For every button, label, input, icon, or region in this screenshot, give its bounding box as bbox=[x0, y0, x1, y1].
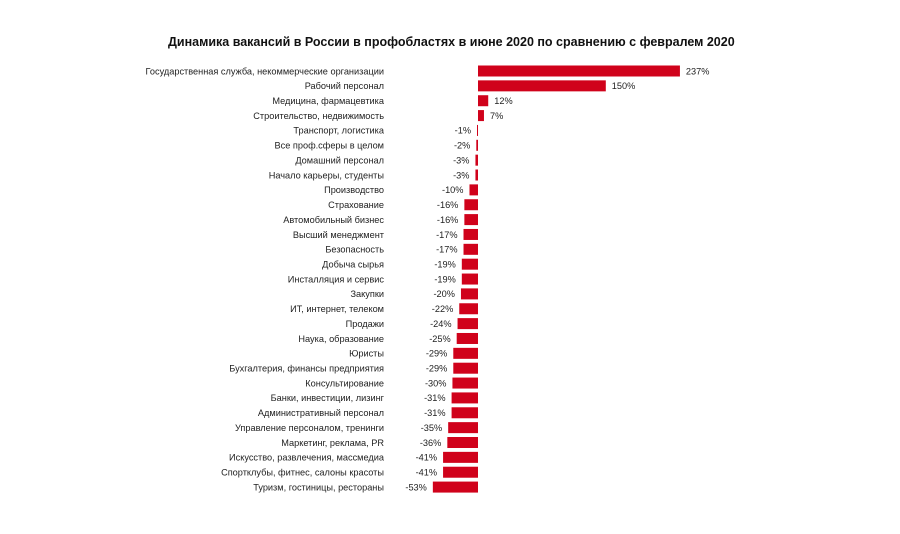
category-label: Производство bbox=[324, 185, 384, 195]
value-label: -3% bbox=[453, 155, 469, 165]
bar bbox=[432, 481, 478, 493]
value-label: -19% bbox=[434, 274, 455, 284]
value-label: -17% bbox=[436, 245, 457, 255]
bar bbox=[453, 347, 478, 359]
category-label: Консультирование bbox=[305, 378, 384, 388]
bar bbox=[463, 243, 478, 255]
value-label: 7% bbox=[490, 111, 503, 121]
bar bbox=[448, 422, 478, 434]
bar bbox=[464, 214, 478, 226]
value-label: -17% bbox=[436, 230, 457, 240]
value-label: -31% bbox=[424, 408, 445, 418]
value-label: -25% bbox=[429, 334, 450, 344]
value-label: -31% bbox=[424, 393, 445, 403]
bar bbox=[457, 318, 478, 330]
category-label: Спортклубы, фитнес, салоны красоты bbox=[221, 468, 384, 478]
category-label: Рабочий персонал bbox=[305, 81, 384, 91]
category-label: Домашний персонал bbox=[295, 155, 384, 165]
bar bbox=[476, 139, 478, 151]
bar bbox=[453, 362, 478, 374]
bar bbox=[478, 80, 606, 92]
bar bbox=[451, 407, 478, 419]
bar bbox=[478, 65, 680, 77]
value-label: -36% bbox=[420, 438, 441, 448]
bar bbox=[460, 288, 478, 300]
bar bbox=[451, 392, 478, 404]
category-label: Наука, образование bbox=[298, 334, 384, 344]
value-label: -2% bbox=[454, 141, 470, 151]
bar bbox=[469, 184, 478, 196]
category-label: Добыча сырья bbox=[322, 259, 384, 269]
category-label: Государственная служба, некоммерческие о… bbox=[146, 66, 384, 76]
category-label: Транспорт, логистика bbox=[293, 126, 384, 136]
value-label: -19% bbox=[434, 259, 455, 269]
category-label: Закупки bbox=[350, 289, 384, 299]
value-label: -41% bbox=[416, 468, 437, 478]
bar bbox=[443, 451, 478, 463]
bar bbox=[452, 377, 478, 389]
category-label: Медицина, фармацевтика bbox=[272, 96, 385, 106]
category-label: Страхование bbox=[328, 200, 384, 210]
value-label: -1% bbox=[455, 126, 471, 136]
category-label: Туризм, гостиницы, рестораны bbox=[253, 482, 384, 492]
value-label: -30% bbox=[425, 378, 446, 388]
category-label: Инсталляция и сервис bbox=[288, 274, 385, 284]
bar bbox=[477, 124, 478, 136]
value-label: -41% bbox=[416, 453, 437, 463]
bar bbox=[475, 169, 478, 181]
bar bbox=[456, 332, 478, 344]
category-label: Банки, инвестиции, лизинг bbox=[271, 393, 385, 403]
bar bbox=[461, 258, 478, 270]
category-label: Все проф.сферы в целом bbox=[274, 141, 384, 151]
category-label: Искусство, развлечения, массмедиа bbox=[229, 453, 385, 463]
category-label: Маркетинг, реклама, PR bbox=[281, 438, 384, 448]
category-label: Юристы bbox=[349, 349, 384, 359]
value-label: -20% bbox=[434, 289, 455, 299]
bar bbox=[478, 95, 489, 107]
category-label: ИТ, интернет, телеком bbox=[290, 304, 384, 314]
bar bbox=[464, 199, 478, 211]
category-label: Безопасность bbox=[325, 245, 384, 255]
value-label: 12% bbox=[494, 96, 512, 106]
bar bbox=[459, 303, 478, 315]
value-label: -3% bbox=[453, 170, 469, 180]
value-label: -24% bbox=[430, 319, 451, 329]
category-label: Управление персоналом, тренинги bbox=[235, 423, 384, 433]
category-label: Высший менеджмент bbox=[293, 230, 385, 240]
value-label: 150% bbox=[612, 81, 636, 91]
bar bbox=[443, 466, 478, 478]
bar bbox=[461, 273, 478, 285]
bar bbox=[475, 154, 478, 166]
category-label: Строительство, недвижимость bbox=[253, 111, 384, 121]
value-label: -35% bbox=[421, 423, 442, 433]
category-label: Автомобильный бизнес bbox=[283, 215, 384, 225]
chart-title: Динамика вакансий в России в профобластя… bbox=[168, 35, 735, 49]
value-label: -16% bbox=[437, 215, 458, 225]
value-label: -10% bbox=[442, 185, 463, 195]
value-label: 237% bbox=[686, 66, 710, 76]
bar bbox=[447, 437, 478, 448]
value-label: -29% bbox=[426, 349, 447, 359]
bar bbox=[478, 110, 484, 122]
category-label: Бухгалтерия, финансы предприятия bbox=[229, 364, 384, 374]
category-label: Продажи bbox=[346, 319, 384, 329]
category-label: Административный персонал bbox=[258, 408, 384, 418]
value-label: -29% bbox=[426, 364, 447, 374]
bar bbox=[463, 228, 478, 240]
category-label: Начало карьеры, студенты bbox=[269, 170, 384, 180]
value-label: -16% bbox=[437, 200, 458, 210]
value-label: -22% bbox=[432, 304, 453, 314]
value-label: -53% bbox=[405, 482, 426, 492]
